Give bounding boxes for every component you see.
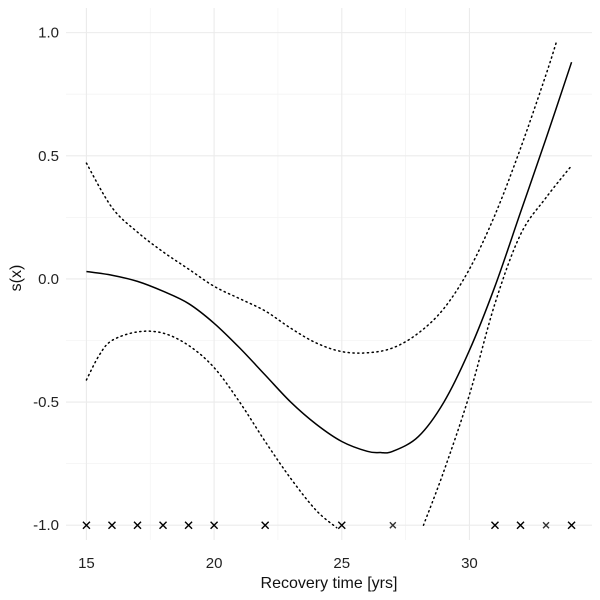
rug-mark — [490, 521, 499, 530]
fit-line — [86, 61, 573, 454]
lower-band-line — [85, 330, 338, 529]
y-axis-title: s(x) — [8, 265, 25, 292]
y-tick-label: 0.5 — [38, 148, 59, 165]
x-tick-labels: 15 20 25 30 — [78, 555, 478, 572]
lower-band-line — [422, 164, 573, 526]
x-axis-title: Recovery time [yrs] — [261, 575, 398, 592]
grid-minor — [66, 8, 592, 540]
y-tick-label: 1.0 — [38, 25, 59, 42]
rug-mark — [133, 521, 142, 530]
rug-mark — [516, 521, 525, 530]
rug-mark — [567, 521, 576, 530]
y-tick-label: -1.0 — [33, 517, 59, 534]
x-tick-label: 30 — [461, 555, 478, 572]
rug-mark — [184, 521, 193, 530]
series-group — [85, 41, 573, 529]
rug-mark — [261, 521, 270, 530]
rug-mark — [82, 521, 91, 530]
upper-band-line — [85, 41, 557, 354]
rug-mark — [389, 521, 397, 529]
y-tick-label: 0.0 — [38, 271, 59, 288]
rug-mark — [107, 521, 116, 530]
y-tick-label: -0.5 — [33, 394, 59, 411]
grid-major — [66, 8, 592, 540]
rug-mark — [337, 521, 346, 530]
x-tick-label: 25 — [333, 555, 350, 572]
rug-mark — [542, 521, 550, 529]
x-tick-label: 15 — [78, 555, 95, 572]
rug-mark — [159, 521, 168, 530]
x-tick-label: 20 — [206, 555, 223, 572]
rug-mark — [210, 521, 219, 530]
rug-group — [82, 521, 576, 530]
y-tick-labels: 1.0 0.5 0.0 -0.5 -1.0 — [33, 25, 59, 535]
